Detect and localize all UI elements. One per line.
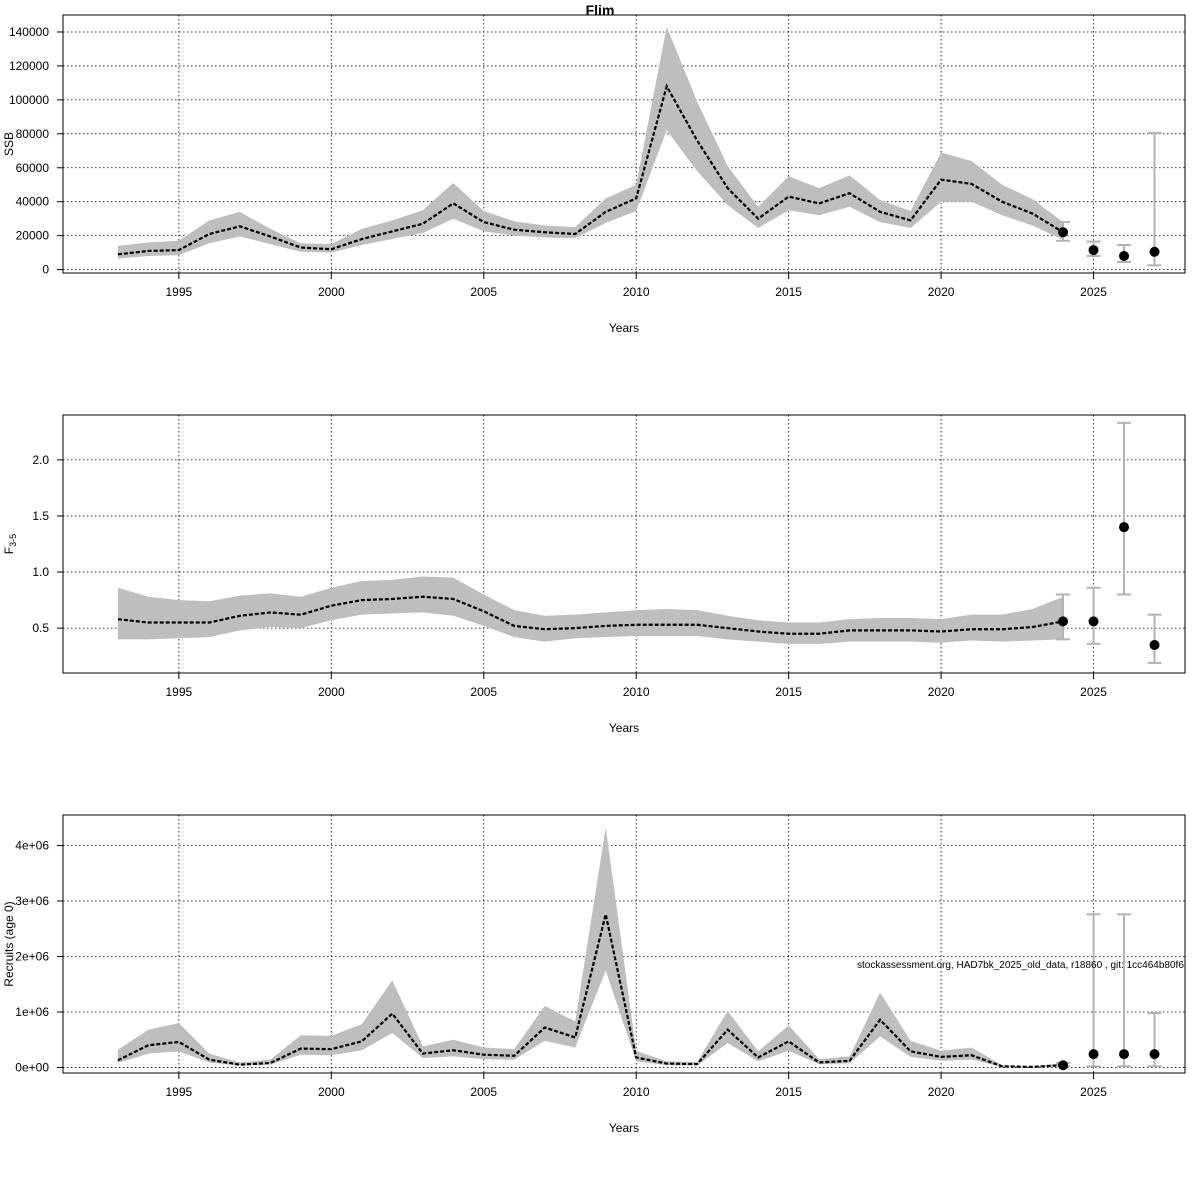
plot-frame	[62, 814, 1186, 1074]
x-tick-label: 2020	[928, 285, 955, 299]
y-tick-label: 40000	[16, 195, 50, 209]
forecast-point	[1149, 1049, 1160, 1060]
x-tick-label: 2005	[470, 1085, 497, 1099]
y-tick-label: 3e+06	[15, 894, 49, 908]
forecast-point	[1149, 246, 1160, 257]
y-tick-label: 4e+06	[15, 839, 49, 853]
x-tick-label: 2015	[775, 285, 802, 299]
x-tick-label: 2000	[318, 1085, 345, 1099]
x-tick-label: 2010	[623, 685, 650, 699]
y-tick-label: 80000	[16, 127, 50, 141]
y-tick-label: 2e+06	[15, 949, 49, 963]
y-axis-title: SSB	[2, 132, 16, 156]
x-tick-label: 2025	[1080, 685, 1107, 699]
plot-frame	[62, 14, 1186, 274]
x-tick-label: 2010	[623, 285, 650, 299]
y-tick-label: 140000	[9, 25, 49, 39]
x-tick-label: 2025	[1080, 1085, 1107, 1099]
x-tick-label: 1995	[166, 285, 193, 299]
x-tick-label: 2005	[470, 285, 497, 299]
x-tick-label: 2000	[318, 285, 345, 299]
forecast-point	[1119, 1049, 1130, 1060]
x-axis-title: Years	[609, 321, 639, 335]
confidence-band	[117, 827, 1064, 1068]
confidence-band	[117, 576, 1064, 644]
forecast-point	[1088, 1049, 1099, 1060]
credit-text: stockassessment.org, HAD7bk_2025_old_dat…	[857, 960, 1184, 971]
x-tick-label: 2005	[470, 685, 497, 699]
y-tick-label: 100000	[9, 93, 49, 107]
y-tick-label: 2.0	[32, 453, 49, 467]
panel-recruits: 1995 2000 2005 2010 2015 2020 2025 0e+00 1e+06 2e…	[2, 814, 1186, 1135]
x-tick-label: 2000	[318, 685, 345, 699]
forecast-point	[1088, 245, 1099, 256]
y-tick-label: 0.5	[32, 621, 49, 635]
y-tick-label: 20000	[16, 229, 50, 243]
forecast-point	[1058, 1060, 1069, 1071]
x-axis-title: Years	[609, 721, 639, 735]
y-tick-label: 0	[42, 263, 49, 277]
forecast-point	[1088, 616, 1099, 627]
x-tick-label: 2020	[928, 1085, 955, 1099]
forecast-point	[1058, 227, 1069, 238]
y-tick-label: 120000	[9, 59, 49, 73]
estimate-line	[117, 914, 1064, 1068]
y-tick-label: 60000	[16, 161, 50, 175]
forecast-point	[1149, 639, 1160, 650]
x-tick-label: 1995	[166, 685, 193, 699]
x-tick-label: 1995	[166, 1085, 193, 1099]
x-axis-title: Years	[609, 1121, 639, 1135]
panel-fishing-mortality: 1995 2000 2005 2010 2015 2020 2025 0.5 1.0 1.5 2.0…	[2, 414, 1186, 735]
y-axis-title: F3-5	[2, 534, 18, 554]
y-tick-label: 1.5	[32, 509, 49, 523]
plot-frame	[62, 414, 1186, 674]
y-tick-label: 1.0	[32, 565, 49, 579]
y-tick-label: 1e+06	[15, 1005, 49, 1019]
panel-ssb: 1995 2000 2005 2010 2015 2020 2025 0 20000 40000 6…	[2, 14, 1186, 335]
y-axis-title-subscript: 3-5	[8, 534, 18, 547]
x-tick-label: 2020	[928, 685, 955, 699]
estimate-line	[117, 83, 1064, 256]
y-tick-label: 0e+00	[15, 1060, 49, 1074]
x-tick-label: 2025	[1080, 285, 1107, 299]
estimate-line	[117, 595, 1064, 635]
forecast-point	[1119, 251, 1130, 262]
x-tick-label: 2015	[775, 1085, 802, 1099]
y-axis-title: Recruits (age 0)	[2, 901, 16, 986]
chart-title: Flim	[586, 2, 615, 18]
forecast-point	[1119, 522, 1130, 533]
forecast-point	[1058, 616, 1069, 627]
x-tick-label: 2010	[623, 1085, 650, 1099]
x-tick-label: 2015	[775, 685, 802, 699]
